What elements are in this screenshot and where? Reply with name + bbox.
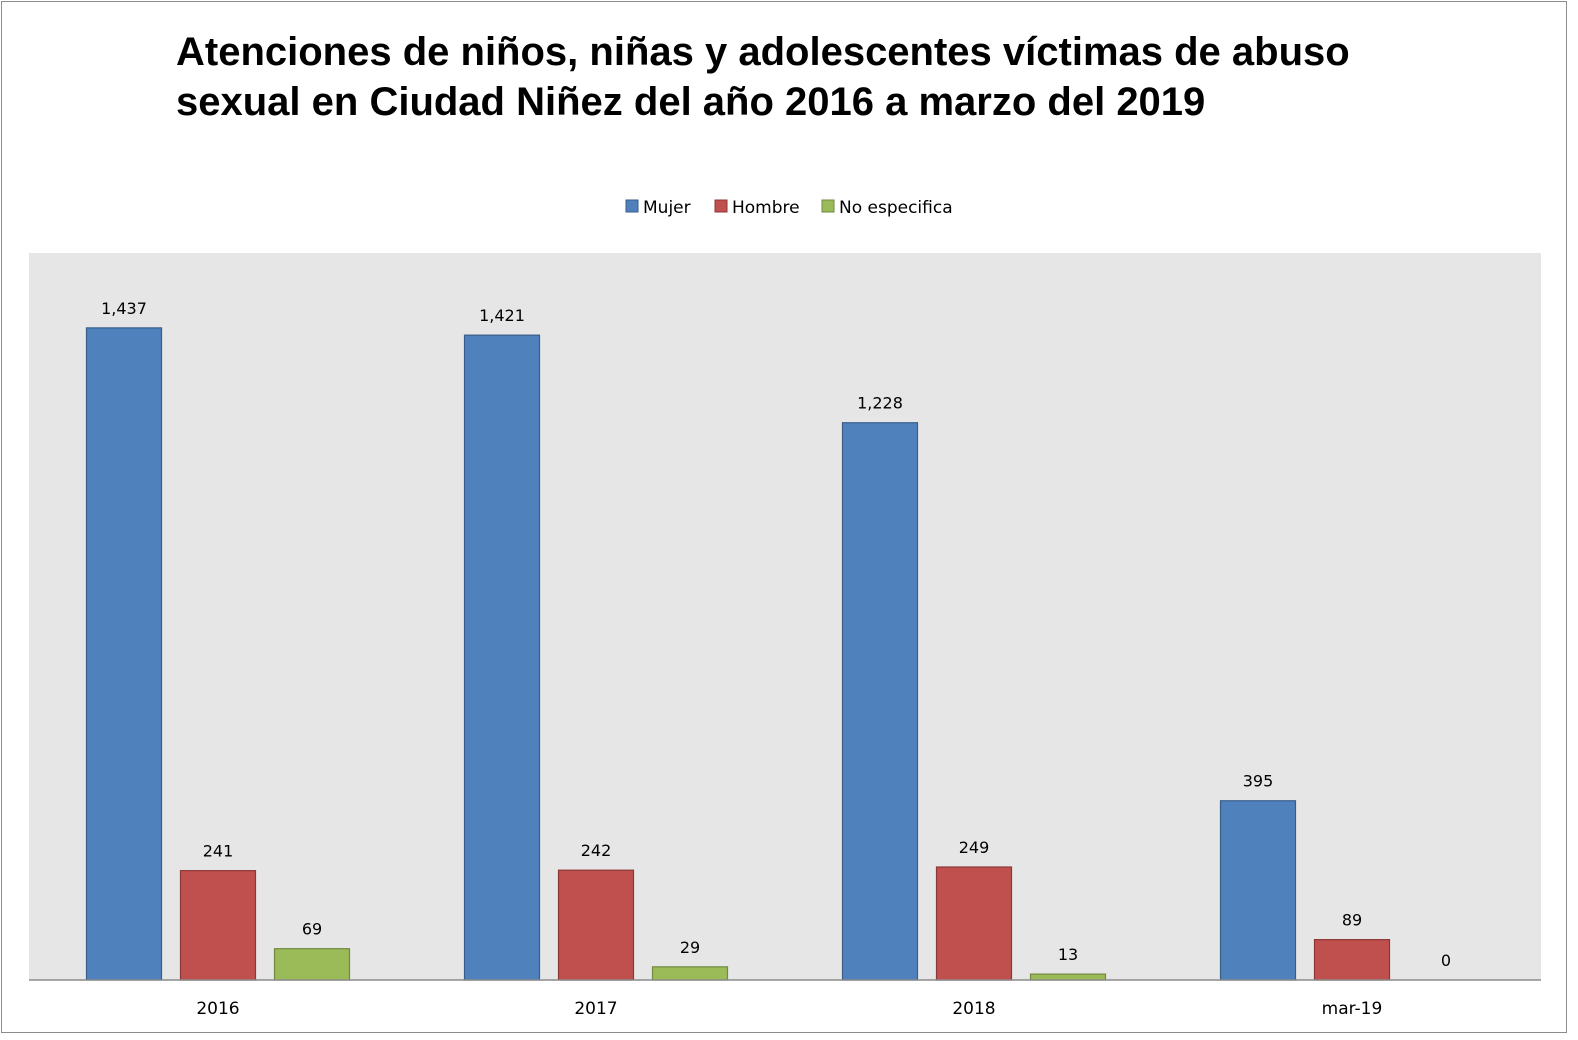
data-label-mujer-2016: 1,437 bbox=[101, 299, 147, 318]
x-tick-label-mar-19: mar-19 bbox=[1322, 999, 1383, 1019]
x-axis-ticks: 2016 2017 2018 mar-19 bbox=[196, 999, 1382, 1019]
legend-label-mujer: Mujer bbox=[643, 198, 691, 218]
bar-mujer-2017 bbox=[463, 334, 541, 981]
x-tick-label-2017: 2017 bbox=[574, 999, 617, 1019]
data-label-no-especifica-2018: 13 bbox=[1058, 945, 1078, 964]
data-label-hombre-2018: 249 bbox=[959, 838, 990, 857]
legend-label-no-especifica: No especifica bbox=[839, 198, 953, 218]
legend-swatch-hombre bbox=[714, 199, 728, 213]
bar-no-especifica-2017 bbox=[651, 966, 729, 981]
data-label-no-especifica-2017: 29 bbox=[680, 938, 700, 957]
bar-mujer-mar-19 bbox=[1219, 800, 1297, 981]
bar-mujer-2016 bbox=[85, 327, 163, 981]
bar-mujer-2018 bbox=[841, 422, 919, 981]
x-tick-label-2018: 2018 bbox=[952, 999, 995, 1019]
data-label-mujer-2017: 1,421 bbox=[479, 306, 525, 325]
legend-label-hombre: Hombre bbox=[732, 198, 800, 218]
bar-hombre-2016 bbox=[179, 870, 257, 981]
data-label-hombre-2017: 242 bbox=[581, 841, 612, 860]
chart-title-line-1: Atenciones de niños, niñas y adolescente… bbox=[176, 30, 1350, 74]
legend: Mujer Hombre No especifica bbox=[625, 198, 953, 218]
data-label-mujer-2018: 1,228 bbox=[857, 394, 903, 413]
bar-hombre-mar-19 bbox=[1313, 939, 1391, 981]
data-label-hombre-mar-19: 89 bbox=[1342, 911, 1362, 930]
data-label-no-especifica-mar-19: 0 bbox=[1441, 951, 1451, 970]
bar-hombre-2017 bbox=[557, 869, 635, 981]
legend-swatch-mujer bbox=[625, 199, 639, 213]
data-label-mujer-mar-19: 395 bbox=[1243, 772, 1274, 791]
x-tick-label-2016: 2016 bbox=[196, 999, 239, 1019]
bars-group: 1,437 241 69 1,421 242 29 1,228 249 13 395 89 0 bbox=[85, 299, 1451, 981]
data-label-hombre-2016: 241 bbox=[203, 842, 234, 861]
legend-swatch-no-especifica bbox=[821, 199, 835, 213]
data-label-no-especifica-2016: 69 bbox=[302, 920, 322, 939]
chart-title-line-2: sexual en Ciudad Niñez del año 2016 a ma… bbox=[176, 80, 1205, 124]
bar-no-especifica-2016 bbox=[273, 948, 351, 981]
bar-hombre-2018 bbox=[935, 866, 1013, 981]
bar-no-especifica-2018 bbox=[1029, 973, 1107, 981]
